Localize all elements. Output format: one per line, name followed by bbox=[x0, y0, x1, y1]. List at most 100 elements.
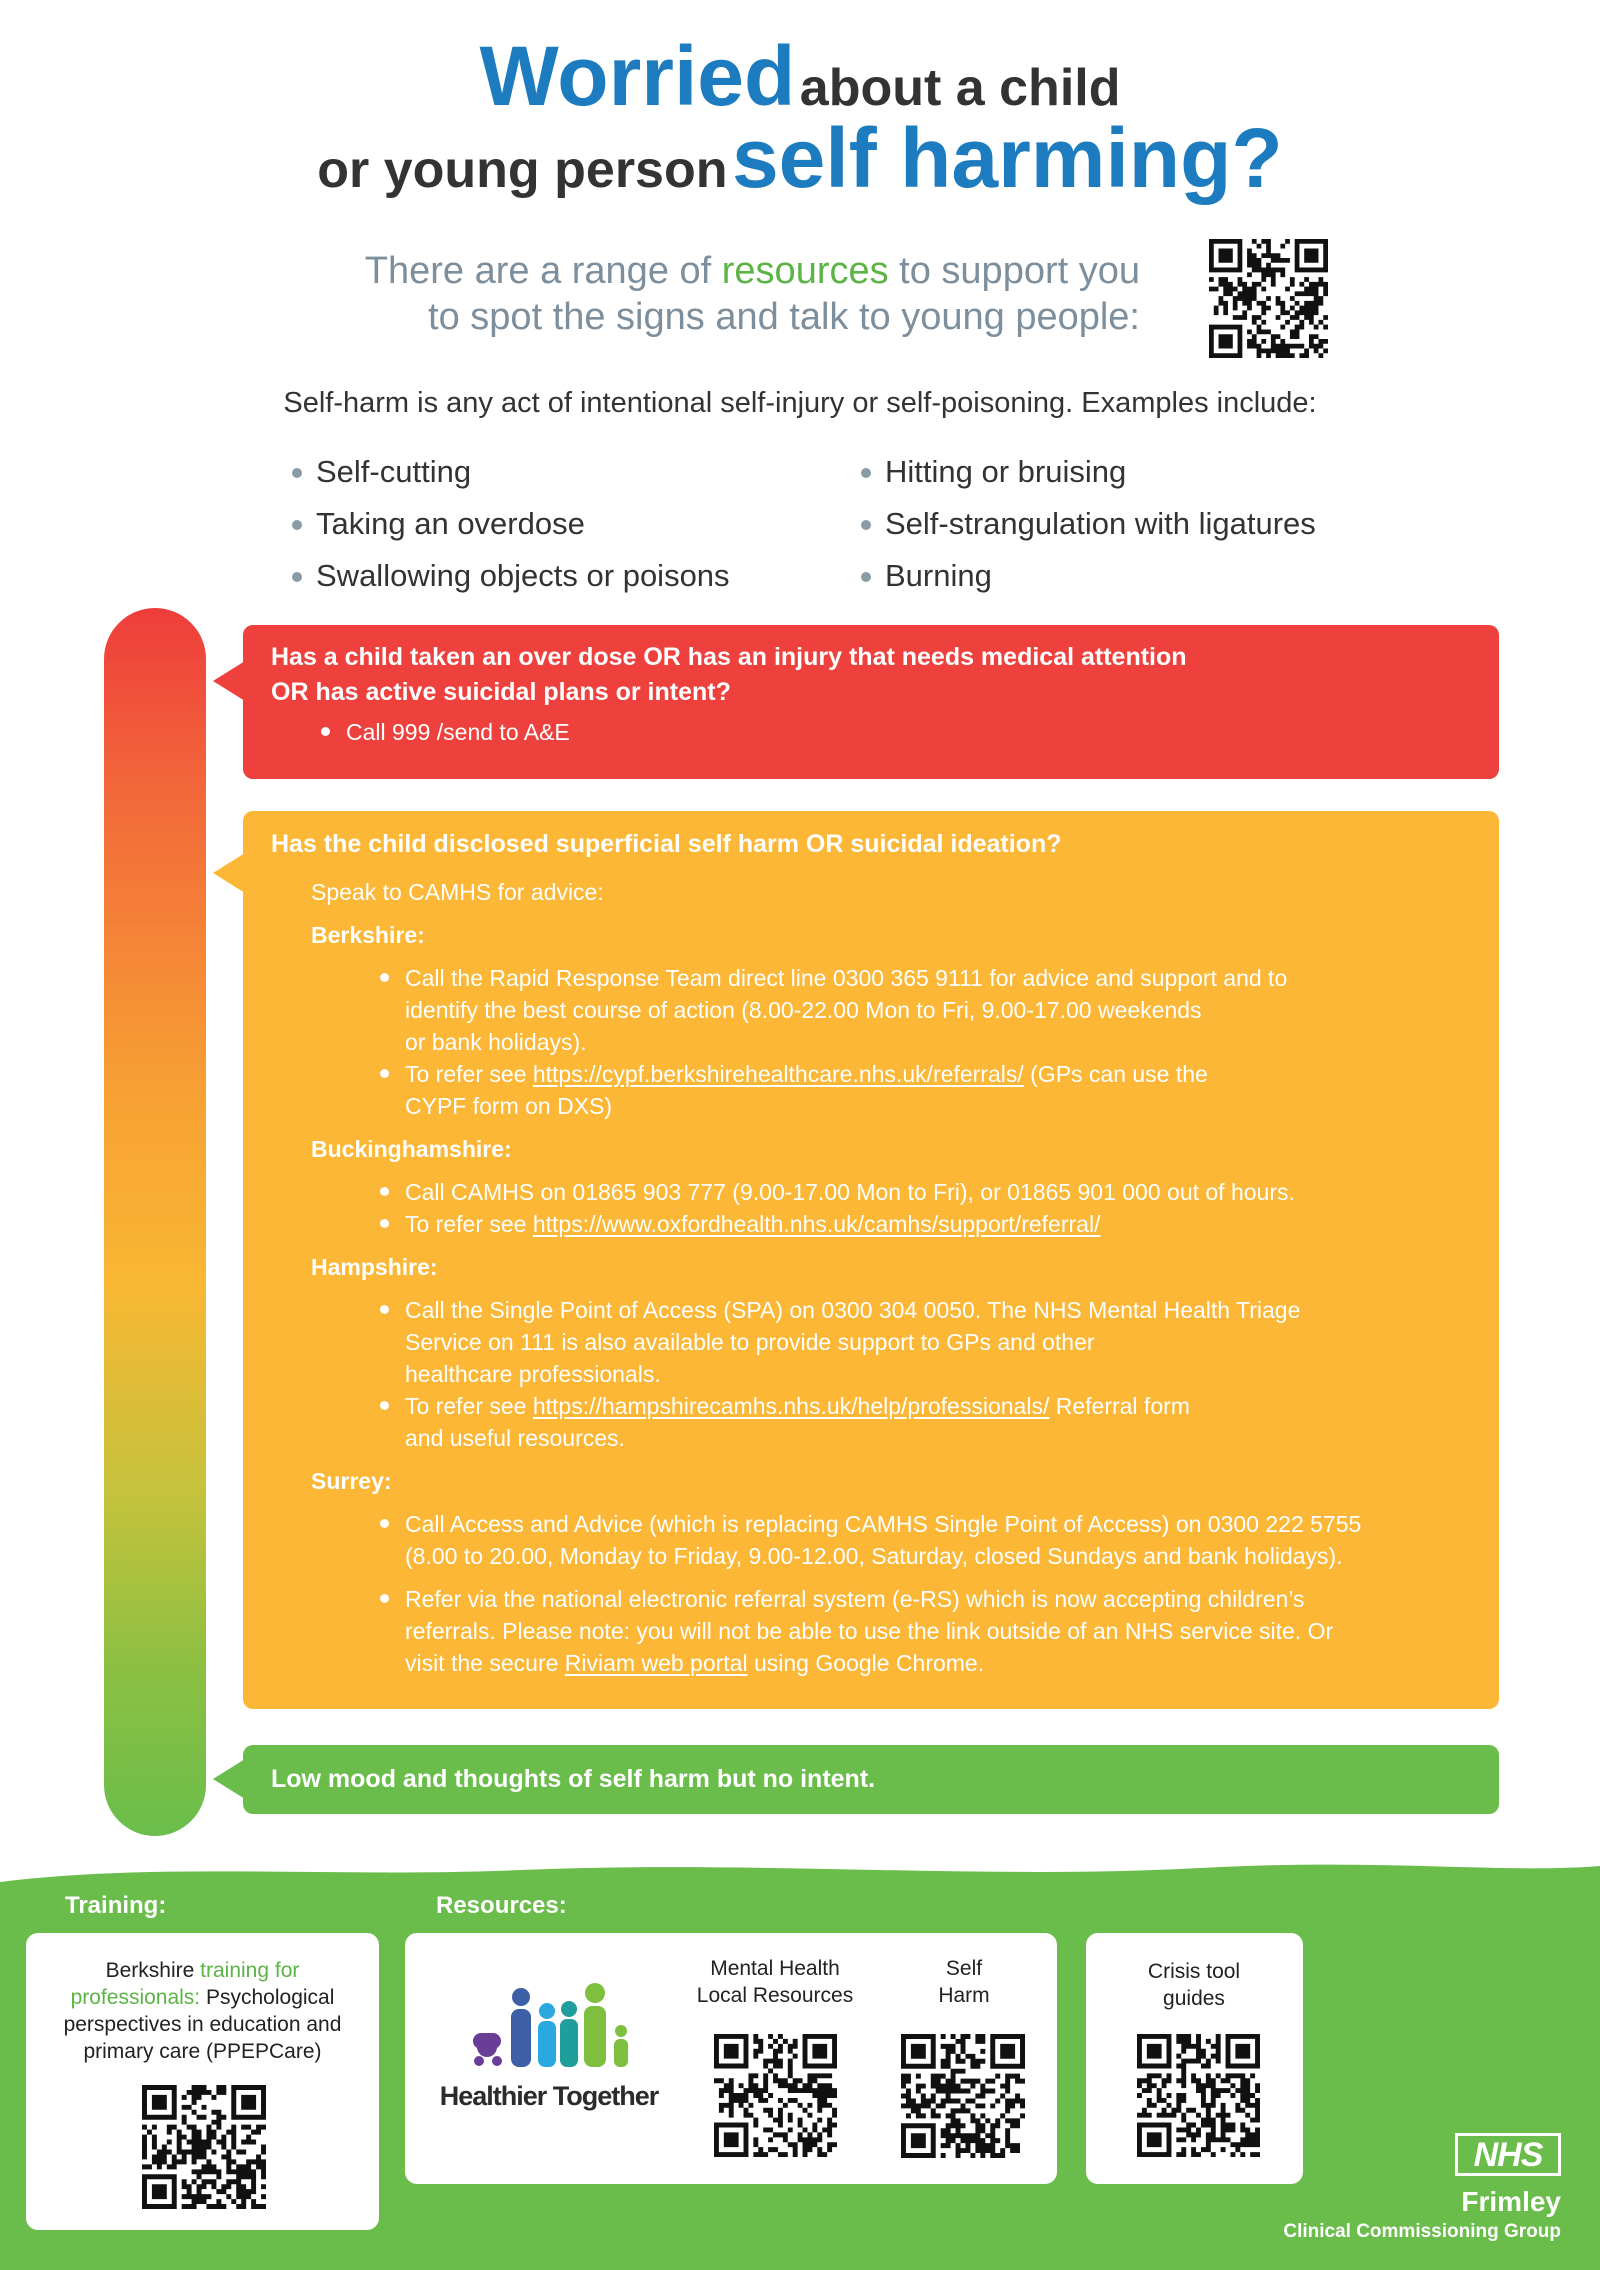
crisis-caption: Crisis tool guides bbox=[1147, 1960, 1241, 2010]
qr-code bbox=[142, 2085, 266, 2209]
item-line: Call the Single Point of Access (SPA) on… bbox=[405, 1297, 1301, 1323]
subtitle-text: to support you bbox=[899, 250, 1140, 292]
moderate-lead: Speak to CAMHS for advice: bbox=[311, 879, 604, 905]
qr-code bbox=[901, 2034, 1025, 2158]
item-line: Call the Rapid Response Team direct line… bbox=[405, 965, 1288, 991]
qr-code bbox=[1137, 2034, 1260, 2158]
example: Taking an overdose bbox=[292, 506, 585, 541]
subtitle-line: to spot the signs and talk to young peop… bbox=[428, 296, 1140, 338]
training-text: Berkshire training for professionals: Ps… bbox=[46, 1957, 359, 2065]
title-line-1: Worried about a child bbox=[0, 28, 1600, 125]
region-items: Call the Rapid Response Team direct line… bbox=[271, 962, 1361, 1122]
low-question: Low mood and thoughts of self harm but n… bbox=[271, 1765, 876, 1793]
urgent-question: Has a child taken an over dose OR has an… bbox=[271, 643, 1187, 671]
item-line: identify the best course of action (8.00… bbox=[405, 997, 1202, 1023]
qr-pattern bbox=[714, 2034, 837, 2157]
item-line: and useful resources. bbox=[405, 1425, 625, 1451]
risk-gradient-bar bbox=[104, 608, 206, 1836]
moderate-box: Has the child disclosed superficial self… bbox=[213, 811, 1499, 1709]
definition: Self-harm is any act of intentional self… bbox=[283, 387, 1317, 419]
subtitle-text: There are a range of bbox=[364, 250, 712, 292]
region-items: Call Access and Advice (which is replaci… bbox=[271, 1508, 1361, 1679]
nhs-logo-box: NHS bbox=[1455, 2133, 1561, 2176]
title-text: or young person bbox=[317, 141, 728, 199]
nhs-name: Frimley bbox=[1461, 2186, 1561, 2217]
low-content: Low mood and thoughts of self harm but n… bbox=[271, 1762, 875, 1797]
qr-pattern bbox=[901, 2034, 1025, 2158]
item-line: Call Access and Advice (which is replaci… bbox=[405, 1511, 1362, 1537]
qr-pattern bbox=[1137, 2034, 1260, 2157]
item-text: Referral form bbox=[1055, 1393, 1190, 1419]
resources-label: Resources: bbox=[436, 1892, 567, 1919]
item-line: healthcare professionals. bbox=[405, 1361, 661, 1387]
item-text: using Google Chrome. bbox=[753, 1650, 985, 1676]
training-link: training for professionals: bbox=[70, 1959, 300, 2009]
urgent-action: Call 999 /send to A&E bbox=[321, 716, 1187, 748]
item-line: or bank holidays). bbox=[405, 1029, 587, 1055]
item-line: To refer see https://www.oxfordhealth.nh… bbox=[405, 1208, 1361, 1240]
region-item: To refer see https://hampshirecamhs.nhs.… bbox=[379, 1390, 1361, 1454]
region-item: To refer see https://www.oxfordhealth.nh… bbox=[379, 1208, 1361, 1240]
training-card: Berkshire training for professionals: Ps… bbox=[26, 1933, 379, 2230]
region-items: Call CAMHS on 01865 903 777 (9.00-17.00 … bbox=[271, 1176, 1361, 1240]
region-items: Call the Single Point of Access (SPA) on… bbox=[271, 1294, 1361, 1454]
item-text: visit the secure bbox=[405, 1650, 559, 1676]
item-link: Riviam web portal bbox=[564, 1650, 748, 1676]
region-item: Call the Rapid Response Team direct line… bbox=[379, 962, 1361, 1058]
item-text: To refer see bbox=[405, 1211, 527, 1237]
region-item: Call Access and Advice (which is replaci… bbox=[379, 1508, 1362, 1572]
region-name: Buckinghamshire: bbox=[311, 1136, 512, 1162]
region-name: Surrey: bbox=[311, 1468, 392, 1494]
example: Self-cutting bbox=[291, 454, 472, 489]
training-label: Training: bbox=[65, 1892, 167, 1919]
example: Self-strangulation with ligatures bbox=[861, 506, 1316, 541]
item-line: visit the secure Riviam web portal using… bbox=[405, 1647, 1361, 1679]
urgent-question: OR has active suicidal plans or intent? bbox=[271, 678, 731, 706]
item-text: To refer see bbox=[405, 1061, 527, 1087]
item-text: To refer see bbox=[405, 1393, 527, 1419]
healthier-together-logo: Healthier Together bbox=[439, 2081, 660, 2111]
urgent-content: Has a child taken an over dose OR has an… bbox=[271, 640, 1187, 748]
resource-caption: Self Harm bbox=[938, 1957, 990, 2007]
moderate-content: Has the child disclosed superficial self… bbox=[271, 827, 1361, 1679]
qr-code bbox=[1209, 239, 1328, 358]
region-item: Call CAMHS on 01865 903 777 (9.00-17.00 … bbox=[379, 1176, 1361, 1208]
region-item: Call the Single Point of Access (SPA) on… bbox=[379, 1294, 1361, 1390]
nhs-org: Clinical Commissioning Group bbox=[1283, 2221, 1561, 2242]
item-line: Call CAMHS on 01865 903 777 (9.00-17.00 … bbox=[405, 1179, 1295, 1205]
training-text-part: Psychological perspectives in education … bbox=[63, 1986, 342, 2063]
training-text-part: Berkshire bbox=[105, 1959, 195, 1982]
item-line: CYPF form on DXS) bbox=[405, 1093, 613, 1119]
resources-card: Healthier Together Mental Health Local R… bbox=[405, 1933, 1057, 2184]
example: Swallowing objects or poisons bbox=[292, 558, 730, 593]
item-link: https://www.oxfordhealth.nhs.uk/camhs/su… bbox=[532, 1211, 1101, 1237]
low-box: Low mood and thoughts of self harm but n… bbox=[213, 1745, 1499, 1814]
subtitle-highlight: resources bbox=[721, 250, 889, 292]
item-line: To refer see https://hampshirecamhs.nhs.… bbox=[405, 1390, 1361, 1422]
region-item: To refer see https://cypf.berkshirehealt… bbox=[379, 1058, 1361, 1122]
urgent-box: Has a child taken an over dose OR has an… bbox=[213, 625, 1499, 779]
crisis-card: Crisis tool guides bbox=[1086, 1933, 1303, 2184]
qr-pattern bbox=[142, 2085, 266, 2209]
item-link: https://cypf.berkshirehealthcare.nhs.uk/… bbox=[532, 1061, 1024, 1087]
title-text: about a child bbox=[799, 59, 1121, 117]
qr-pattern bbox=[1209, 239, 1328, 358]
subtitle-line: There are a range of resources to suppor… bbox=[365, 250, 1140, 293]
title-word: self harming? bbox=[731, 111, 1283, 205]
region-name: Hampshire: bbox=[311, 1254, 438, 1280]
item-line: Refer via the national electronic referr… bbox=[405, 1586, 1305, 1612]
qr-code bbox=[714, 2034, 837, 2158]
nhs-logo: NHS bbox=[1458, 2136, 1558, 2174]
region-item: Refer via the national electronic referr… bbox=[379, 1583, 1361, 1679]
moderate-question: Has the child disclosed superficial self… bbox=[271, 830, 1062, 858]
item-line: Service on 111 is also available to prov… bbox=[405, 1329, 1095, 1355]
resource-caption: Mental Health Local Resources bbox=[696, 1957, 854, 2007]
item-link: https://hampshirecamhs.nhs.uk/help/profe… bbox=[532, 1393, 1050, 1419]
healthier-together-figures bbox=[473, 1983, 628, 2067]
title-line-2: or young person self harming? bbox=[0, 110, 1600, 207]
item-text: (GPs can use the bbox=[1030, 1061, 1208, 1087]
item-line: (8.00 to 20.00, Monday to Friday, 9.00-1… bbox=[405, 1543, 1343, 1569]
region-name: Berkshire: bbox=[311, 922, 425, 948]
item-line: To refer see https://cypf.berkshirehealt… bbox=[405, 1058, 1361, 1090]
